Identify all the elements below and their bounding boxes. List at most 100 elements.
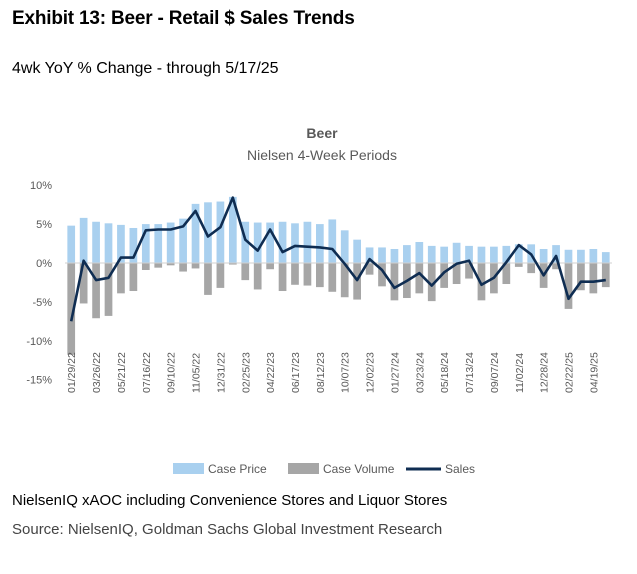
case-volume-bar (514, 263, 523, 267)
x-tick-label: 07/16/22 (141, 352, 153, 393)
case-price-bar (514, 244, 523, 263)
case-price-bar (390, 248, 399, 263)
case-volume-bar (166, 263, 175, 266)
case-volume-bar (253, 263, 262, 290)
case-price-bar (365, 247, 374, 263)
exhibit-subtitle: 4wk YoY % Change - through 5/17/25 (12, 60, 279, 77)
case-volume-bar (564, 263, 573, 309)
x-tick-label: 11/02/24 (514, 353, 526, 393)
case-volume-bar (477, 263, 486, 301)
case-volume-bar (291, 263, 299, 285)
x-tick-label: 02/22/25 (563, 352, 575, 393)
y-tick-label: -5% (32, 297, 52, 309)
case-price-bar (179, 218, 187, 263)
x-tick-label: 12/28/24 (539, 352, 551, 393)
case-price-bar (440, 246, 449, 263)
chart-legend: Case Price Case Volume Sales (173, 462, 475, 476)
case-price-bar (278, 221, 287, 263)
case-volume-bar (440, 263, 449, 288)
case-volume-bar (154, 263, 163, 268)
case-price-bar (253, 222, 262, 263)
case-price-bar (204, 202, 212, 263)
x-tick-label: 09/10/22 (166, 352, 178, 393)
x-tick-label: 04/22/23 (265, 352, 277, 393)
plot-area: 10% 5% 0% -5% -10% -15% 01/29/22 03/26/22 05/21/… (26, 180, 612, 393)
case-price-bar (415, 241, 424, 263)
case-price-bar (403, 245, 411, 263)
case-price-bar (166, 222, 175, 263)
x-tick-label: 02/25/23 (240, 352, 252, 393)
case-volume-bar (415, 263, 424, 294)
case-price-bar (340, 230, 349, 263)
x-tick-label: 10/07/23 (340, 352, 352, 393)
x-tick-label: 05/21/22 (116, 352, 128, 393)
sales-line (69, 196, 606, 322)
case-volume-bar (390, 263, 399, 301)
x-tick-label: 01/29/22 (66, 352, 78, 393)
x-tick-label: 05/18/24 (439, 352, 451, 393)
x-tick-label: 07/13/24 (464, 352, 476, 393)
exhibit-title: Exhibit 13: Beer - Retail $ Sales Trends (12, 8, 355, 29)
case-price-bar (154, 224, 163, 263)
case-price-bar (477, 246, 486, 263)
x-tick-label: 11/05/22 (191, 353, 203, 393)
case-volume-bar (204, 263, 212, 295)
case-price-bar (452, 242, 461, 263)
x-tick-label: 01/27/24 (389, 352, 401, 393)
x-tick-label: 03/23/24 (414, 352, 426, 393)
legend-case-volume-swatch (288, 463, 319, 474)
case-volume-bar (452, 263, 461, 285)
case-price-bar (577, 249, 585, 263)
x-tick-label: 09/07/24 (489, 352, 501, 393)
case-volume-bar (601, 263, 610, 288)
x-tick-label: 06/17/23 (290, 352, 302, 393)
case-price-bar (191, 203, 200, 263)
case-volume-bar (303, 263, 312, 286)
case-price-bar (228, 196, 237, 263)
case-volume-bar (67, 263, 76, 355)
case-price-bar (241, 221, 250, 263)
case-volume-bar (228, 263, 237, 265)
case-price-bar (216, 201, 225, 263)
chart-subtitle: Nielsen 4-Week Periods (247, 147, 397, 163)
y-tick-label: 10% (30, 180, 52, 192)
case-volume-bar (141, 263, 150, 271)
case-price-bar (92, 221, 100, 263)
case-price-bar (129, 227, 138, 263)
case-volume-bar (129, 263, 138, 292)
x-tick-label: 04/19/25 (588, 352, 600, 393)
case-volume-bar (328, 263, 337, 292)
case-volume-bar (589, 263, 598, 294)
y-tick-label: -10% (26, 336, 52, 348)
x-tick-label: 08/12/23 (315, 352, 327, 393)
case-price-bar (303, 221, 312, 263)
case-volume-bar (577, 263, 585, 291)
case-price-bar (589, 248, 598, 263)
y-tick-label: 5% (36, 219, 52, 231)
case-volume-bar (427, 263, 436, 302)
legend-case-volume-label: Case Volume (323, 462, 395, 476)
case-volume-bar (340, 263, 349, 298)
case-volume-bar (241, 263, 250, 281)
case-price-bar (427, 245, 436, 263)
case-price-bar (266, 222, 274, 263)
case-price-bar (564, 249, 573, 263)
case-volume-bar (216, 263, 225, 288)
x-tick-label: 12/31/22 (215, 352, 227, 393)
case-price-bar (539, 248, 548, 263)
case-price-bar (141, 224, 150, 263)
case-volume-bar (315, 263, 324, 288)
case-volume-bar (365, 263, 374, 275)
case-volume-bar (179, 263, 187, 272)
source-note: Source: NielsenIQ, Goldman Sachs Global … (12, 521, 443, 538)
case-price-bar (328, 219, 337, 263)
beer-sales-chart: Beer Nielsen 4-Week Periods 10% 5% 0% -5% -1… (26, 125, 612, 476)
y-tick-label: 0% (36, 258, 52, 270)
case-volume-bar (266, 263, 274, 270)
y-tick-label: -15% (26, 375, 52, 387)
case-price-bar (502, 245, 511, 263)
case-volume-bar (191, 263, 200, 269)
x-tick-label: 12/02/23 (365, 352, 377, 393)
case-price-bar (67, 225, 76, 263)
legend-case-price-label: Case Price (208, 462, 267, 476)
